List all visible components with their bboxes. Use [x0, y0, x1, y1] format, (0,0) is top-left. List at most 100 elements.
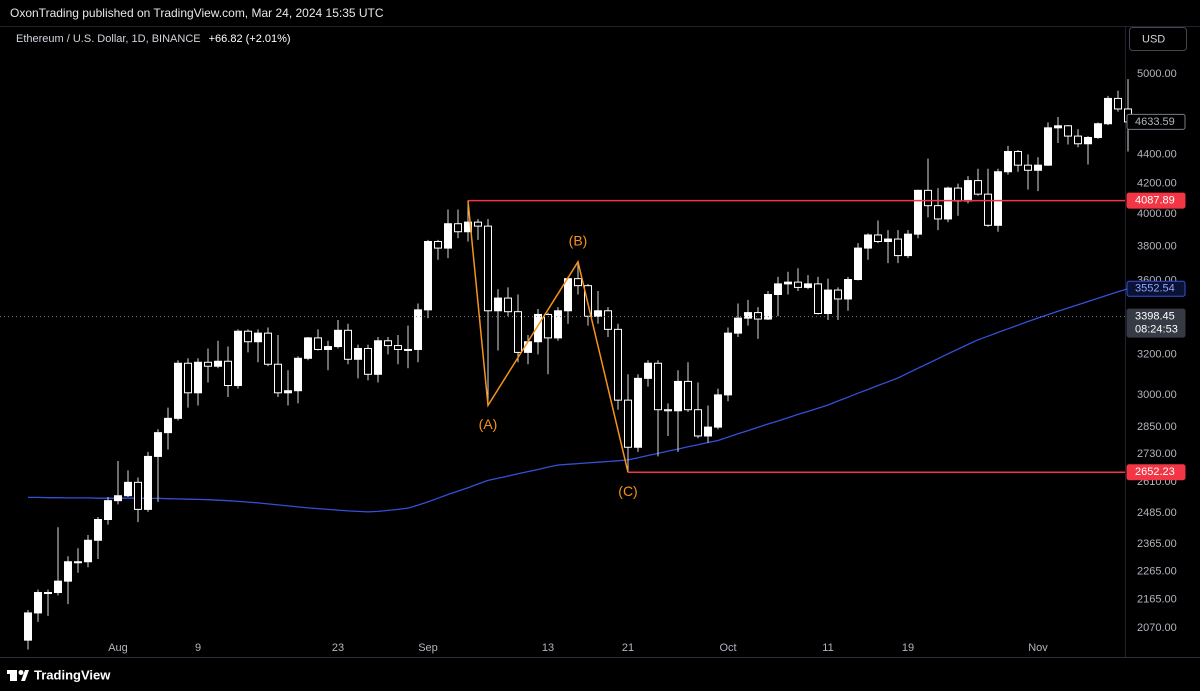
currency-button[interactable]	[1129, 27, 1187, 51]
y-tick-label: 2265.00	[1137, 565, 1177, 577]
candle-body	[314, 337, 322, 350]
candle-body	[444, 223, 452, 249]
candle-body	[394, 345, 402, 350]
candle-body	[694, 409, 702, 437]
crosshair-price-time: 08:24:53	[1135, 323, 1178, 335]
candle-body	[74, 561, 82, 564]
candle-body	[154, 432, 162, 457]
candle-body	[924, 189, 932, 207]
candle-body	[934, 205, 942, 220]
x-tick-label: Aug	[108, 642, 128, 654]
candle-body	[554, 310, 562, 339]
y-tick-label: 4200.00	[1137, 177, 1177, 189]
y-tick-label: 2850.00	[1137, 421, 1177, 433]
candle-body	[274, 363, 282, 394]
candle-body	[774, 283, 782, 296]
candle-body	[484, 225, 492, 312]
candle-body	[794, 281, 802, 288]
moving-average-line	[28, 288, 1129, 513]
candle-body	[1084, 136, 1092, 145]
candle-body	[854, 247, 862, 281]
candle-body	[454, 223, 462, 233]
tradingview-logo	[7, 670, 29, 681]
candle-body	[474, 221, 482, 227]
candle-body	[384, 340, 392, 347]
candle-body	[284, 390, 292, 394]
currency-label[interactable]: USD	[1142, 33, 1165, 45]
candle-body	[174, 362, 182, 419]
crosshair-price-box	[1126, 308, 1186, 338]
candle-body	[1064, 125, 1072, 137]
wave-label: (B)	[569, 233, 588, 249]
candle-body	[434, 241, 442, 249]
candle-body	[1014, 151, 1022, 166]
candle-body	[974, 180, 982, 195]
y-tick-label: 3200.00	[1137, 348, 1177, 360]
candle-body	[164, 417, 172, 434]
candle-body	[954, 187, 962, 202]
candle-body	[1034, 164, 1042, 171]
candle-body	[684, 380, 692, 411]
x-tick-label: 11	[822, 642, 833, 654]
candle-body	[964, 180, 972, 202]
x-tick-label: 13	[542, 642, 554, 654]
candle-body	[34, 592, 42, 614]
y-tick-label: 2165.00	[1137, 594, 1177, 606]
y-tick-label: 4000.00	[1137, 208, 1177, 220]
candle-body	[734, 317, 742, 334]
candle-body	[604, 310, 612, 330]
candle-body	[704, 426, 712, 437]
candle-body	[1004, 151, 1012, 173]
x-tick-label: 23	[332, 642, 344, 654]
candle-body	[194, 361, 202, 394]
candle-body	[94, 519, 102, 541]
candle-body	[1104, 97, 1112, 125]
symbol-title: Ethereum / U.S. Dollar, 1D, BINANCE	[16, 33, 201, 45]
candle-body	[114, 495, 122, 502]
candle-body	[594, 310, 602, 317]
candle-body	[764, 294, 772, 320]
candle-body	[354, 347, 362, 360]
candle-body	[574, 278, 582, 287]
candle-body	[744, 312, 752, 319]
candle-body	[494, 297, 502, 312]
y-tick-label: 2485.00	[1137, 507, 1177, 519]
candle-body	[784, 281, 792, 285]
ma-price-box	[1126, 280, 1186, 297]
candle-body	[874, 234, 882, 243]
candle-body	[754, 312, 762, 320]
candle-body	[564, 278, 572, 312]
candle-body	[224, 360, 232, 387]
y-tick-label: 3800.00	[1137, 240, 1177, 252]
candle-body	[524, 341, 532, 353]
candle-body	[904, 233, 912, 257]
candle-body	[654, 362, 662, 411]
candle-body	[994, 171, 1002, 226]
candle-body	[1024, 164, 1032, 171]
candle-body	[504, 297, 512, 313]
y-tick-label: 2730.00	[1137, 448, 1177, 460]
candle-body	[944, 187, 952, 220]
candle-body	[1074, 135, 1082, 145]
y-tick-label: 3000.00	[1137, 389, 1177, 401]
candle-body	[1114, 97, 1122, 110]
candle-body	[624, 399, 632, 448]
y-tick-label: 2365.00	[1137, 538, 1177, 550]
candle-body	[24, 612, 32, 641]
candle-body	[214, 360, 222, 367]
candle-body	[344, 329, 352, 360]
footer-brand: TradingView	[34, 667, 111, 682]
x-tick-label: Sep	[418, 642, 438, 654]
level-price-box	[1126, 464, 1186, 481]
candle-body	[814, 283, 822, 315]
candle-body	[984, 193, 992, 226]
candle-body	[374, 340, 382, 375]
candle-body	[424, 241, 432, 311]
candle-body	[864, 234, 872, 249]
y-tick-label: 5000.00	[1137, 68, 1177, 80]
x-tick-label: 21	[622, 642, 634, 654]
candle-body	[184, 362, 192, 394]
candle-body	[464, 221, 472, 233]
